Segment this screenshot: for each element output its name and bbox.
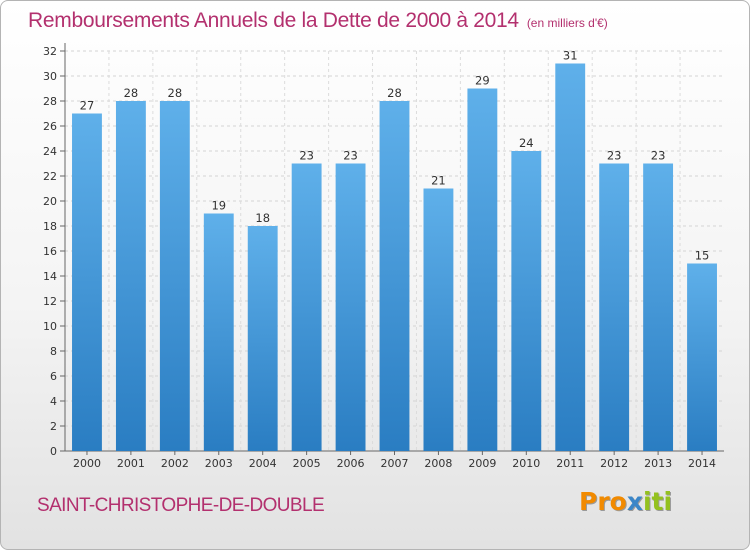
logo-part-2: x: [626, 487, 643, 516]
data-label: 28: [124, 86, 139, 100]
bar-2008: [423, 188, 454, 451]
x-tick-label: 2007: [381, 457, 409, 470]
data-label: 18: [255, 211, 270, 225]
bar-2013: [643, 163, 674, 451]
chart-title: Remboursements Annuels de la Dette de 20…: [28, 9, 608, 33]
bar-2012: [599, 163, 630, 451]
y-tick-label: 10: [43, 320, 57, 333]
y-tick-label: 2: [50, 420, 57, 433]
bar-2000: [72, 113, 102, 451]
data-label: 28: [387, 86, 402, 100]
y-tick-label: 26: [43, 120, 57, 133]
y-tick-label: 30: [43, 70, 57, 83]
data-label: 28: [168, 86, 183, 100]
bars: [72, 63, 717, 451]
y-tick-label: 0: [50, 445, 57, 458]
y-tick-label: 28: [43, 95, 57, 108]
bar-2010: [511, 151, 542, 451]
bar-2014: [687, 263, 717, 451]
proxiti-logo: Proxiti: [579, 487, 672, 516]
data-label: 29: [475, 74, 490, 88]
y-tick-label: 16: [43, 245, 57, 258]
y-tick-label: 12: [43, 295, 57, 308]
x-tick-label: 2011: [556, 457, 584, 470]
x-tick-label: 2004: [249, 457, 277, 470]
bar-2003: [203, 213, 234, 451]
y-tick-label: 20: [43, 195, 57, 208]
bar-2011: [555, 63, 586, 451]
x-tick-label: 2010: [512, 457, 540, 470]
data-label: 23: [343, 149, 358, 163]
y-tick-label: 24: [43, 145, 57, 158]
x-tick-label: 2012: [600, 457, 628, 470]
x-tick-label: 2005: [293, 457, 321, 470]
y-tick-label: 32: [43, 45, 57, 58]
data-label: 23: [299, 149, 314, 163]
data-label: 23: [607, 149, 622, 163]
x-tick-label: 2014: [688, 457, 716, 470]
x-tick-label: 2003: [205, 457, 233, 470]
x-tick-label: 2002: [161, 457, 189, 470]
bar-2006: [335, 163, 366, 451]
data-label: 19: [211, 199, 226, 213]
logo-part-3: iti: [642, 487, 673, 516]
x-tick-label: 2001: [117, 457, 145, 470]
x-tick-label: 2000: [73, 457, 101, 470]
x-tick-label: 2008: [424, 457, 452, 470]
bar-2007: [379, 101, 410, 451]
bar-2002: [159, 101, 190, 451]
y-tick-label: 14: [43, 270, 57, 283]
data-label: 27: [80, 99, 95, 113]
data-label: 24: [519, 136, 534, 150]
chart-title-unit: (en milliers d'€): [526, 16, 608, 30]
y-tick-label: 18: [43, 220, 57, 233]
chart-title-main: Remboursements Annuels de la Dette de 20…: [28, 9, 519, 32]
place-name: SAINT-CHRISTOPHE-DE-DOUBLE: [37, 495, 325, 516]
bar-2009: [467, 88, 498, 451]
y-tick-label: 4: [50, 395, 57, 408]
x-tick-label: 2006: [337, 457, 365, 470]
bar-2004: [247, 226, 278, 451]
labels: 27 2000 28 2001 28 2002 19 2003 18 2004 23 2005 23 20…: [73, 49, 716, 471]
y-tick-label: 8: [50, 345, 57, 358]
data-label: 15: [695, 249, 710, 263]
bar-2001: [115, 101, 146, 451]
data-label: 21: [431, 174, 446, 188]
data-label: 23: [651, 149, 666, 163]
data-label: 31: [563, 49, 578, 63]
y-tick-label: 6: [50, 370, 57, 383]
x-tick-label: 2013: [644, 457, 672, 470]
bar-2005: [291, 163, 322, 451]
x-tick-label: 2009: [468, 457, 496, 470]
y-tick-label: 22: [43, 170, 57, 183]
logo-part-1: Pro: [579, 487, 627, 516]
